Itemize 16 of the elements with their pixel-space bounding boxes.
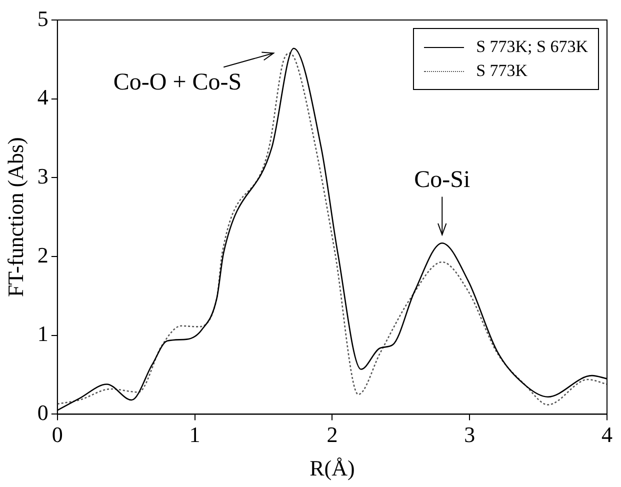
legend-label: S 773K <box>476 61 528 81</box>
y-axis-title: FT-function (Abs) <box>2 137 28 298</box>
y-tick-label: 5 <box>37 6 48 31</box>
x-tick-label: 2 <box>326 422 338 448</box>
x-tick-label: 1 <box>189 422 200 448</box>
legend-label: S 773K; S 673K <box>476 37 588 57</box>
x-tick-label: 4 <box>602 422 612 448</box>
y-tick-label: 4 <box>37 84 48 110</box>
y-tick-label: 0 <box>37 400 48 425</box>
y-tick-label: 1 <box>37 321 48 346</box>
annotation: Co-O + Co-S <box>113 69 242 96</box>
x-tick-label: 3 <box>464 422 476 448</box>
x-axis-title: R(Å) <box>310 456 355 481</box>
annotation: Co-Si <box>414 167 470 194</box>
y-tick-label: 3 <box>37 163 48 188</box>
y-tick-label: 2 <box>37 242 48 268</box>
